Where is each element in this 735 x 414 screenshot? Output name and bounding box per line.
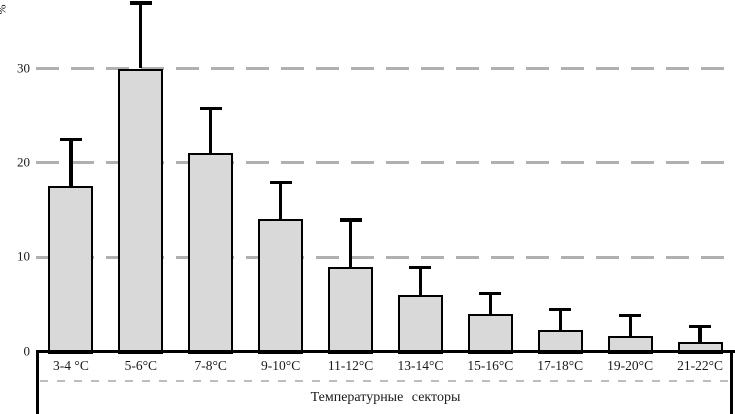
- error-bar-cap: [619, 313, 642, 317]
- x-axis-tick-label: 5-6°C: [124, 358, 158, 373]
- y-gridline-10: [36, 255, 735, 259]
- x-axis-tick-label: 11-12°C: [327, 358, 374, 373]
- error-bar-cap: [129, 1, 152, 5]
- x-axis-tick-label: 15-16°C: [467, 358, 514, 373]
- error-bar-line: [209, 108, 213, 154]
- error-bar-cap: [339, 218, 362, 222]
- label-box-divider-line: [40, 380, 734, 382]
- error-bar-cap: [269, 180, 292, 184]
- y-axis-tick-label: 0: [23, 343, 31, 359]
- x-axis-line: [36, 350, 735, 353]
- label-box-left-border: [36, 350, 39, 414]
- y-axis-unit-label: %: [0, 5, 10, 15]
- y-axis-tick-label: 30: [17, 60, 30, 76]
- error-bar-line: [348, 219, 353, 267]
- y-axis-tick-label: 10: [17, 248, 30, 264]
- x-axis-tick-label: 3-4 °C: [53, 358, 89, 373]
- error-bar-line: [139, 2, 143, 69]
- bar-13-14°C: [397, 294, 443, 355]
- bar-7-8°C: [188, 153, 234, 355]
- label-box-right-border: [730, 350, 733, 414]
- error-bar-cap: [689, 325, 712, 329]
- error-bar-line: [69, 139, 73, 187]
- error-bar-line: [279, 181, 283, 220]
- bar-11-12°C: [328, 266, 374, 355]
- x-axis-tick-label: 19-20°C: [607, 358, 654, 373]
- y-gridline-30: [36, 67, 735, 70]
- y-gridline-20: [36, 161, 735, 165]
- x-axis-tick-label: 7-8°C: [194, 358, 227, 373]
- bar-19-20°C: [607, 336, 653, 355]
- x-axis-tick-label: 21-22°C: [677, 358, 723, 373]
- error-bar-line: [488, 293, 492, 314]
- error-bar-line: [558, 309, 562, 330]
- y-axis-tick-label: 20: [17, 154, 30, 170]
- error-bar-cap: [549, 308, 572, 312]
- x-axis-tick-label: 17-18°C: [537, 358, 584, 373]
- error-bar-cap: [199, 107, 222, 111]
- error-bar-line: [418, 266, 423, 295]
- error-bar-line: [628, 314, 632, 337]
- error-bar-cap: [479, 292, 502, 296]
- x-axis-tick-label: 9-10°C: [261, 358, 301, 373]
- bar-3-4 °C: [48, 186, 94, 355]
- x-axis-title: Температурные секторы: [310, 390, 461, 405]
- error-bar-cap: [409, 265, 432, 269]
- bar-15-16°C: [467, 313, 513, 355]
- bar-9-10°C: [258, 219, 304, 355]
- bar-5-6°C: [118, 68, 164, 355]
- error-bar-line: [698, 326, 702, 343]
- x-axis-tick-label: 13-14°C: [397, 358, 444, 373]
- error-bar-cap: [59, 138, 82, 142]
